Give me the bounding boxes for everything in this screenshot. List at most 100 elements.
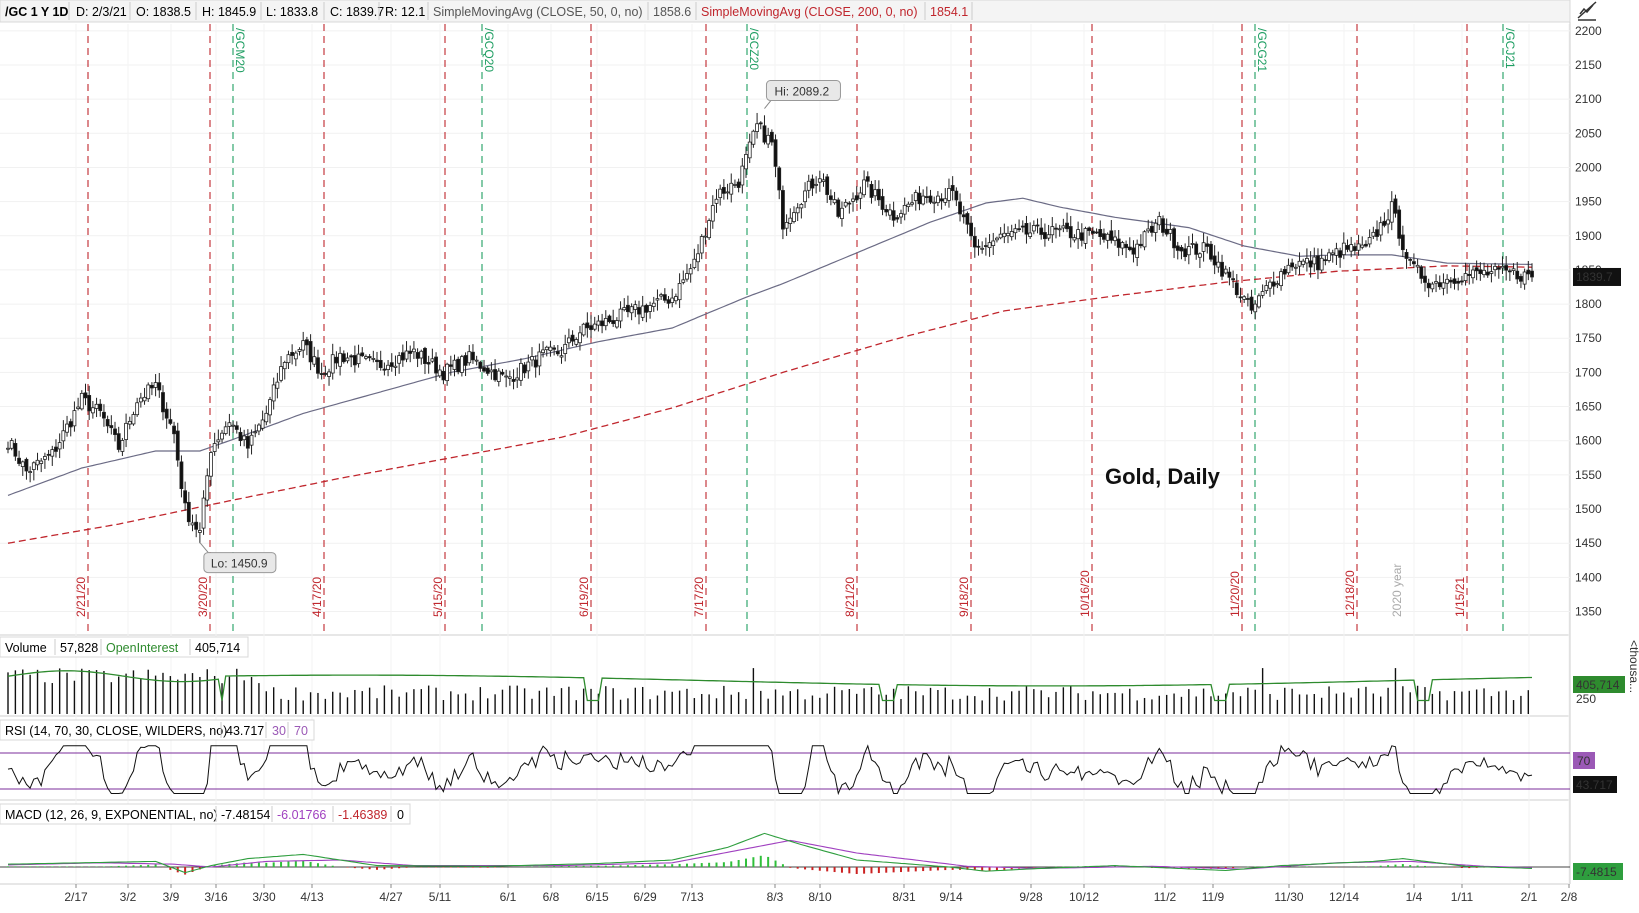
- candle-body: [858, 192, 863, 199]
- date-tick-label: 6/8: [543, 890, 560, 904]
- candle-body: [434, 356, 438, 374]
- symbol-label[interactable]: /GC 1 Y 1D: [5, 5, 68, 19]
- candle-body: [840, 207, 844, 220]
- candle-body: [817, 178, 822, 183]
- date-tick-label: 6/29: [633, 890, 657, 904]
- candle-body: [1297, 260, 1302, 267]
- candle-body: [1186, 246, 1191, 256]
- candle-body: [821, 179, 826, 182]
- expiry-label: /GCQ20: [482, 28, 496, 72]
- candle-body: [1338, 250, 1343, 258]
- candle-body: [1327, 252, 1331, 261]
- candle-body: [478, 361, 483, 369]
- expiry-date-label: 5/15/20: [431, 577, 445, 617]
- candle-body: [607, 315, 612, 323]
- candle-body: [1526, 269, 1531, 275]
- high-label: H: 1845.9: [202, 5, 256, 19]
- sma50-label[interactable]: SimpleMovingAvg (CLOSE, 50, 0, no): [433, 5, 643, 19]
- candle-body: [1301, 260, 1306, 265]
- candle-body: [626, 304, 630, 313]
- candle-body: [1275, 283, 1280, 286]
- last-price-label: 1839.7: [1576, 270, 1613, 284]
- candle-body: [43, 456, 47, 460]
- high-marker-box: [765, 80, 841, 102]
- rsi-line: [7, 744, 1533, 796]
- expiry-date-label: 10/16/20: [1078, 570, 1092, 617]
- candle-body: [456, 358, 461, 373]
- candle-body: [50, 449, 55, 457]
- candle-body: [714, 198, 719, 204]
- candle-body: [371, 358, 376, 360]
- candle-body: [150, 384, 154, 389]
- price-axis[interactable]: 2200215021002050200019501900185018001750…: [1575, 24, 1602, 619]
- oi-value-tag: 405,714: [1576, 678, 1620, 692]
- candle-body: [733, 184, 737, 186]
- candle-body: [1493, 265, 1497, 271]
- candle-body: [1341, 242, 1346, 256]
- candle-body: [330, 354, 335, 374]
- expiry-date-label: 2/21/20: [74, 577, 88, 617]
- candle-body: [998, 233, 1003, 239]
- macd-diff: -1.46389: [338, 808, 387, 822]
- candle-body: [603, 318, 608, 327]
- rsi-label[interactable]: RSI (14, 70, 30, CLOSE, WILDERS, no): [5, 724, 227, 738]
- price-tick-label: 1800: [1575, 297, 1602, 311]
- candle-body: [397, 355, 402, 364]
- candle-body: [799, 204, 804, 209]
- candle-body: [220, 432, 224, 440]
- macd-avg: -6.01766: [277, 808, 326, 822]
- expiry-date-label: 3/20/20: [196, 577, 210, 617]
- candle-body: [1039, 227, 1044, 235]
- candle-body: [1459, 280, 1464, 283]
- candle-body: [482, 367, 486, 372]
- macd-line: [7, 832, 1533, 874]
- candle-body: [1024, 223, 1029, 235]
- rsi-value: 43.717: [226, 724, 264, 738]
- candle-body: [1426, 282, 1431, 289]
- candle-body: [245, 436, 250, 449]
- macd-value: -7.48154: [221, 808, 270, 822]
- candle-body: [648, 305, 652, 312]
- candle-body: [932, 201, 937, 204]
- candle-body: [338, 352, 343, 367]
- candle-body: [116, 433, 121, 450]
- candle-body: [500, 371, 505, 375]
- sma200-label[interactable]: SimpleMovingAvg (CLOSE, 200, 0, no): [701, 5, 918, 19]
- candle-body: [1489, 271, 1494, 274]
- candle-body: [541, 349, 545, 354]
- oi-label[interactable]: OpenInterest: [106, 641, 179, 655]
- candle-body: [1397, 209, 1402, 239]
- candle-body: [238, 431, 243, 442]
- candle-body: [57, 442, 62, 450]
- candle-body: [1035, 224, 1040, 227]
- candle-body: [592, 323, 597, 330]
- candle-body: [1511, 268, 1516, 271]
- candle-body: [264, 412, 269, 423]
- candle-body: [1216, 261, 1221, 268]
- candle-body: [1113, 236, 1117, 242]
- candle-body: [216, 439, 221, 443]
- candle-body: [1120, 242, 1125, 249]
- candle-body: [662, 294, 667, 301]
- date-axis[interactable]: 2/17 3/2 3/9 3/16 3/30 4/13 4/27 5/11 6/1 6/8 6/15…: [64, 884, 1578, 904]
- style-icon[interactable]: [1577, 1, 1597, 21]
- candle-body: [124, 422, 128, 440]
- candle-body: [1496, 267, 1501, 270]
- candle-body: [1050, 226, 1055, 236]
- candle-body: [1083, 228, 1088, 244]
- candle-body: [404, 350, 409, 360]
- volume-label[interactable]: Volume: [5, 641, 47, 655]
- candle-body: [533, 359, 538, 368]
- macd-label[interactable]: MACD (12, 26, 9, EXPONENTIAL, no): [5, 808, 218, 822]
- header-bar: /GC 1 Y 1D D: 2/3/21 O: 1838.5 H: 1845.9…: [0, 0, 1571, 23]
- candle-body: [1028, 232, 1033, 237]
- candle-body: [854, 195, 859, 201]
- price-tick-label: 1900: [1575, 229, 1602, 243]
- candle-body: [1404, 252, 1409, 259]
- candlesticks[interactable]: [6, 112, 1534, 544]
- candle-body: [983, 245, 988, 247]
- candle-body: [692, 258, 697, 268]
- candle-body: [537, 351, 542, 367]
